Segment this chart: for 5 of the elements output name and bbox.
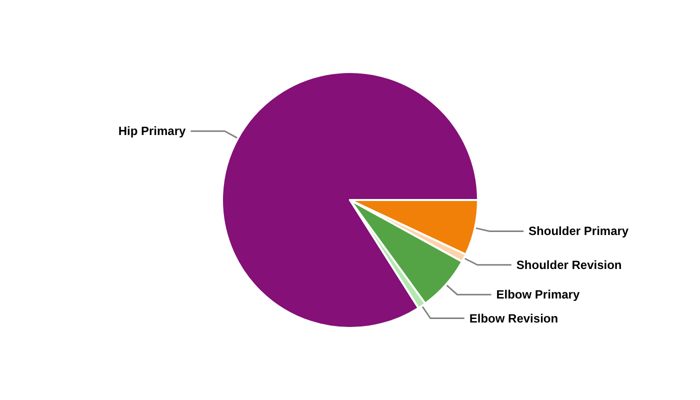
slice-label: Shoulder Revision xyxy=(516,258,622,272)
slice-label: Hip Primary xyxy=(118,124,186,138)
slice-label: Elbow Revision xyxy=(469,311,558,326)
slice-label: Shoulder Primary xyxy=(528,224,629,238)
slice-label: Elbow Primary xyxy=(496,288,580,302)
